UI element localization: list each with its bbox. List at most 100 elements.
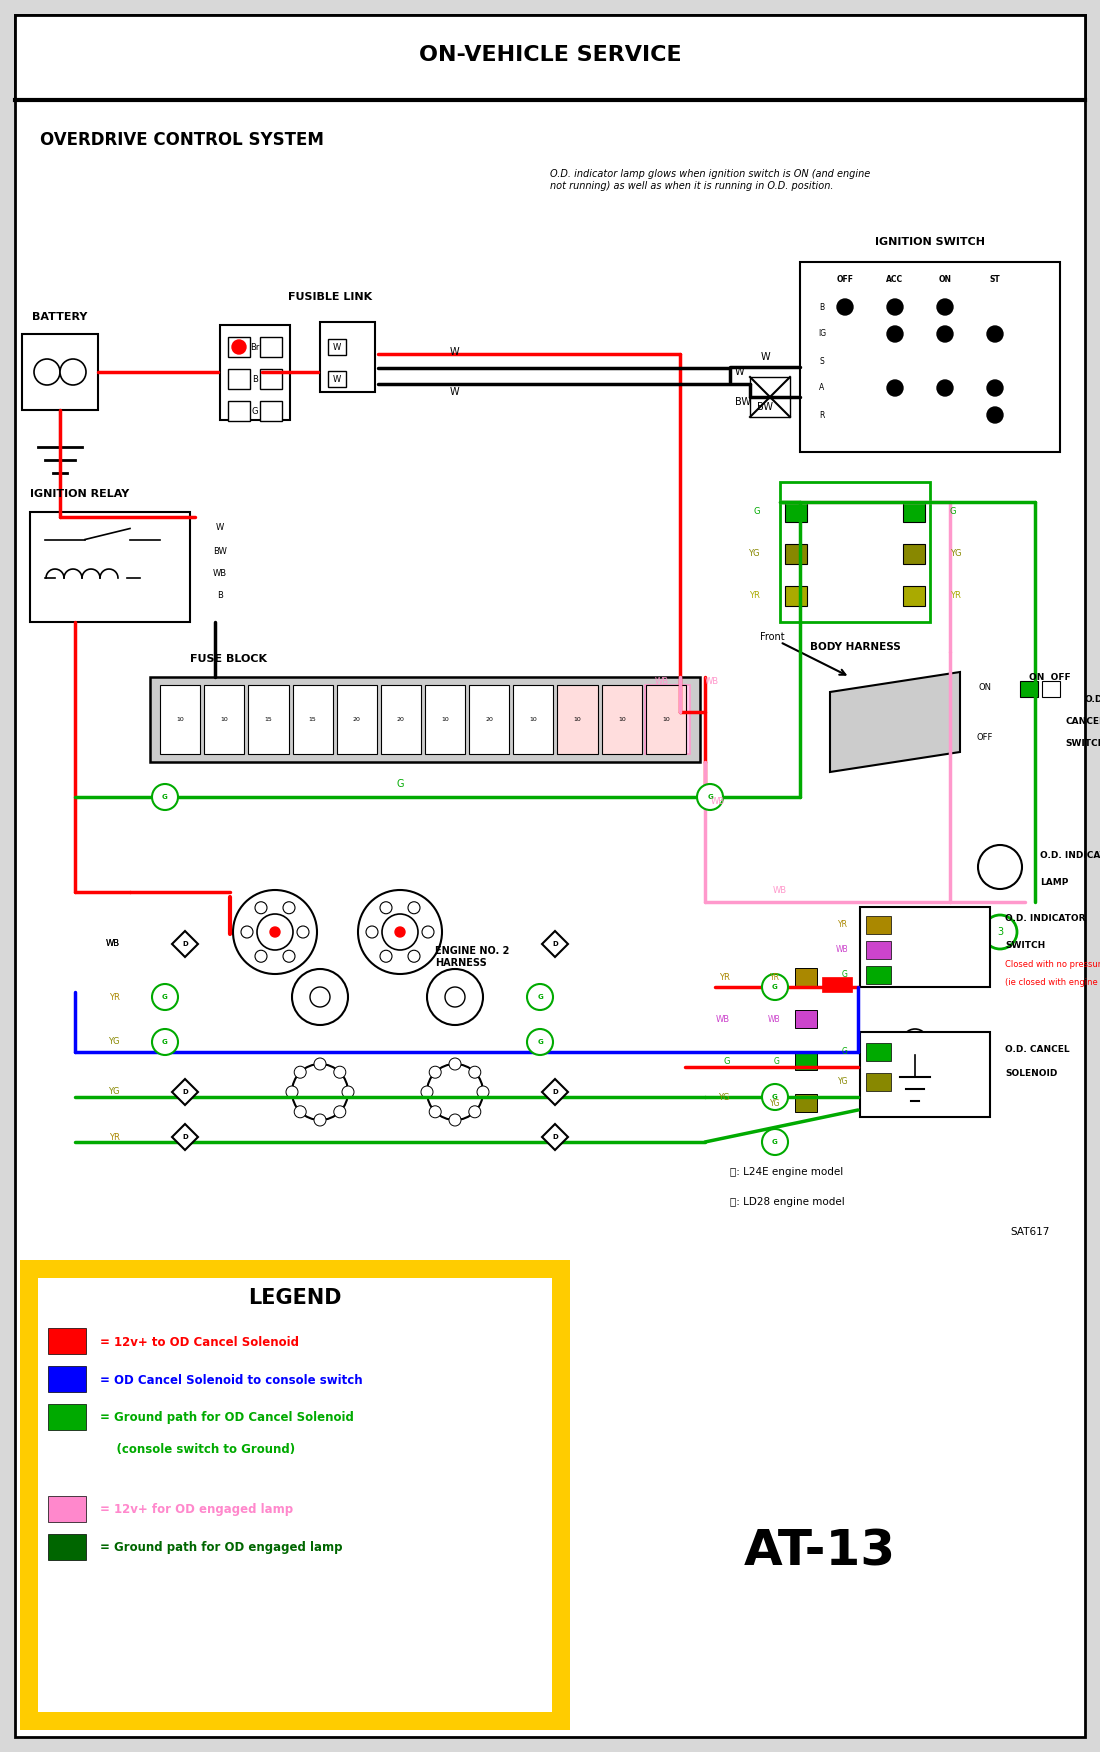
Text: YG: YG [950,550,961,559]
Text: OVERDRIVE CONTROL SYSTEM: OVERDRIVE CONTROL SYSTEM [40,131,323,149]
Bar [328,371,346,387]
Text: ENGINE NO. 2
HARNESS: ENGINE NO. 2 HARNESS [434,946,509,967]
Circle shape [983,915,1018,950]
Text: LAMP: LAMP [1040,878,1068,887]
Text: D: D [183,1134,188,1141]
Circle shape [887,326,903,342]
Circle shape [283,950,295,962]
Text: Front: Front [760,632,784,641]
Text: SWITCH: SWITCH [1005,941,1045,950]
Circle shape [527,1028,553,1055]
Bar [903,503,925,522]
Bar [866,1042,891,1062]
Bar [328,338,346,356]
Text: 3: 3 [997,927,1003,937]
Circle shape [152,1028,178,1055]
Bar [1042,682,1060,697]
Circle shape [232,340,246,354]
Text: OFF: OFF [977,732,993,741]
Circle shape [283,902,295,915]
Circle shape [314,1058,326,1070]
Bar [150,676,700,762]
Circle shape [382,915,418,950]
Bar [866,1072,891,1091]
Text: BW: BW [735,398,751,406]
Polygon shape [542,1125,568,1149]
Bar [320,322,375,392]
Bar [514,685,553,753]
Text: YR: YR [770,972,780,981]
Text: = Ground path for OD engaged lamp: = Ground path for OD engaged lamp [100,1542,342,1554]
Text: WB: WB [106,939,120,948]
Text: W: W [216,522,224,531]
Text: D: D [552,1134,558,1141]
Text: G: G [772,985,778,990]
Bar [866,965,891,985]
Bar [228,370,250,389]
Circle shape [395,927,405,937]
Text: 10: 10 [662,717,670,722]
Text: WB: WB [705,678,719,687]
Text: BATTERY: BATTERY [32,312,88,322]
Text: B: B [820,303,825,312]
Circle shape [697,783,723,809]
Text: AT-13: AT-13 [744,1528,896,1577]
Text: O.D. CANCEL: O.D. CANCEL [1005,1046,1069,1055]
Text: G: G [162,794,168,801]
Text: R: R [820,410,825,419]
Text: A: A [820,384,825,392]
Text: G: G [772,1139,778,1146]
Bar [860,1032,990,1118]
Text: IGNITION RELAY: IGNITION RELAY [30,489,130,499]
Text: 10: 10 [220,717,228,722]
Circle shape [477,1086,490,1099]
Text: W: W [450,347,460,357]
Text: YG: YG [718,1093,730,1102]
Text: O.D.: O.D. [1085,696,1100,704]
Text: ACC: ACC [887,275,903,284]
Bar [20,1260,570,1729]
Text: W: W [760,352,770,363]
Bar [228,401,250,420]
Circle shape [449,1058,461,1070]
Text: YG: YG [770,1099,780,1107]
Circle shape [292,969,348,1025]
Text: 15: 15 [309,717,317,722]
Text: O.D. indicator lamp glows when ignition switch is ON (and engine
not running) as: O.D. indicator lamp glows when ignition … [550,170,870,191]
Text: BW: BW [757,401,773,412]
Text: ON: ON [938,275,952,284]
Circle shape [379,950,392,962]
Circle shape [902,1028,928,1055]
Bar [48,1328,86,1354]
Circle shape [762,974,788,1000]
Circle shape [310,986,330,1007]
Bar [903,545,925,564]
Text: O.D. INDICATOR: O.D. INDICATOR [1005,915,1086,923]
Circle shape [314,1114,326,1127]
Circle shape [241,927,253,937]
Text: = 12v+ to OD Cancel Solenoid: = 12v+ to OD Cancel Solenoid [100,1335,299,1349]
Circle shape [987,380,1003,396]
Text: OFF: OFF [836,275,854,284]
Text: LEGEND: LEGEND [249,1288,342,1309]
Text: FUSIBLE LINK: FUSIBLE LINK [288,293,372,301]
Circle shape [257,915,293,950]
Circle shape [408,902,420,915]
Bar [15,16,1085,100]
Text: YG: YG [837,1077,848,1086]
Circle shape [887,380,903,396]
Text: G: G [162,1039,168,1044]
Text: WB: WB [773,885,788,895]
Text: ST: ST [990,275,1000,284]
Text: G: G [162,993,168,1000]
Text: 10: 10 [618,717,626,722]
Text: ON-VEHICLE SERVICE: ON-VEHICLE SERVICE [419,46,681,65]
Text: ON  OFF: ON OFF [1030,673,1070,682]
Text: 20: 20 [485,717,493,722]
Bar [470,685,509,753]
Text: B: B [217,592,223,601]
Text: FUSE BLOCK: FUSE BLOCK [190,653,267,664]
Circle shape [937,380,953,396]
Bar [22,335,98,410]
Text: G: G [772,1093,778,1100]
